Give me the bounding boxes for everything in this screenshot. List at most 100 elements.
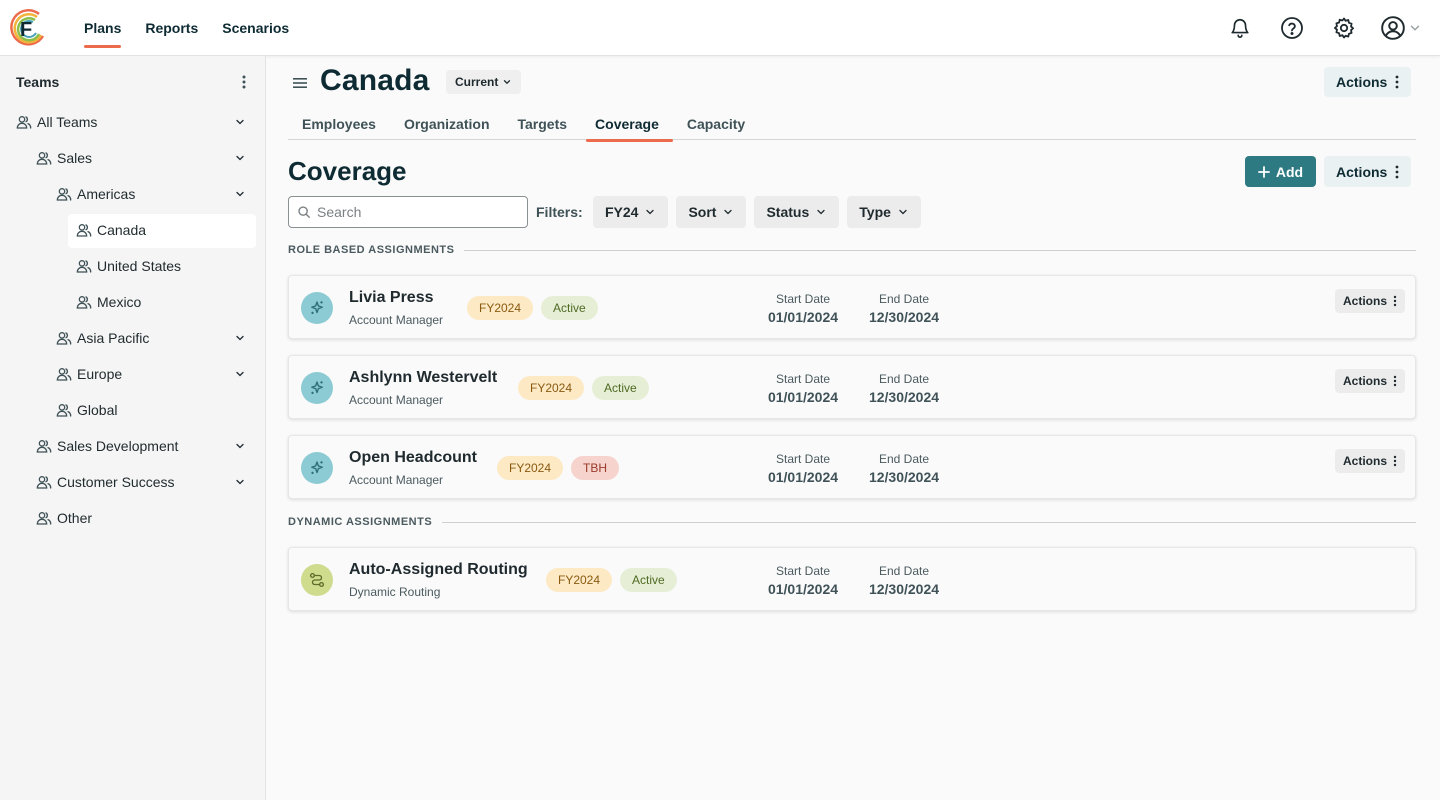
- top-navigation: Plans Reports Scenarios: [84, 0, 289, 56]
- start-date-value: 01/01/2024: [767, 389, 839, 405]
- sidebar-item-all-teams[interactable]: All Teams: [0, 104, 266, 140]
- tab-targets[interactable]: Targets: [517, 116, 568, 132]
- chevron-down-icon[interactable]: [232, 330, 248, 346]
- chevron-down-icon[interactable]: [232, 186, 248, 202]
- user-menu[interactable]: [1380, 15, 1422, 41]
- sparkle-icon: [301, 372, 333, 404]
- nav-plans[interactable]: Plans: [84, 0, 122, 56]
- end-date-value: 12/30/2024: [868, 469, 940, 485]
- team-icon: [56, 402, 72, 418]
- start-date: Start Date 01/01/2024: [753, 564, 853, 597]
- tab-organization[interactable]: Organization: [403, 116, 490, 132]
- sidebar-item-sales[interactable]: Sales: [0, 140, 266, 176]
- status-badge: Active: [592, 376, 649, 400]
- tab-coverage[interactable]: Coverage: [581, 108, 673, 142]
- chevron-down-icon: [722, 206, 734, 218]
- filter-type-button[interactable]: Type: [847, 196, 921, 228]
- nav-reports[interactable]: Reports: [145, 20, 199, 36]
- nav-scenarios[interactable]: Scenarios: [222, 20, 290, 36]
- assignment-card[interactable]: Auto-Assigned Routing Dynamic Routing FY20…: [288, 547, 1416, 611]
- coverage-actions-label: Actions: [1336, 163, 1388, 180]
- start-date: Start Date 01/01/2024: [753, 452, 853, 485]
- assignment-card[interactable]: Livia Press Account Manager FY2024 Active St…: [288, 275, 1416, 339]
- kebab-icon: [1393, 295, 1397, 307]
- status-badge: Active: [620, 568, 677, 592]
- assignment-name: Auto-Assigned Routing: [349, 561, 528, 578]
- search-input[interactable]: [317, 204, 517, 220]
- sidebar-item-label: All Teams: [37, 114, 98, 130]
- status-badge: FY2024: [546, 568, 613, 592]
- chevron-down-icon[interactable]: [232, 114, 248, 130]
- group-label-role-based-assignments: ROLE BASED ASSIGNMENTS: [288, 244, 1416, 256]
- sidebar-item-label: Global: [77, 402, 118, 418]
- team-icon: [76, 222, 92, 238]
- sidebar-item-label: Customer Success: [57, 474, 175, 490]
- chevron-down-icon[interactable]: [232, 366, 248, 382]
- sidebar-item-label: United States: [97, 258, 182, 274]
- gear-icon[interactable]: [1328, 12, 1360, 44]
- main-content: Canada Current Actions Employees Organiza…: [266, 56, 1440, 800]
- add-button[interactable]: Add: [1245, 156, 1316, 187]
- sidebar-item-label: Europe: [77, 366, 123, 382]
- sidebar-item-label: Other: [57, 510, 93, 526]
- page-actions-button[interactable]: Actions: [1324, 67, 1412, 97]
- sidebar-item-asia-pacific[interactable]: Asia Pacific: [0, 320, 266, 356]
- end-date: End Date 12/30/2024: [854, 372, 954, 405]
- chevron-down-icon[interactable]: [1408, 21, 1422, 35]
- version-dropdown[interactable]: Current: [446, 70, 522, 94]
- tab-employees[interactable]: Employees: [302, 116, 376, 132]
- card-actions-label: Actions: [1342, 294, 1387, 308]
- chevron-down-icon: [504, 80, 511, 85]
- filter-sort-button[interactable]: Sort: [676, 196, 747, 228]
- sidebar-item-global[interactable]: Global: [0, 392, 266, 428]
- search-box[interactable]: [288, 196, 528, 228]
- end-date: End Date 12/30/2024: [854, 564, 954, 597]
- help-icon[interactable]: [1276, 12, 1308, 44]
- group-label-dynamic-assignments: DYNAMIC ASSIGNMENTS: [288, 516, 1416, 528]
- card-actions-button[interactable]: Actions: [1334, 449, 1405, 473]
- sidebar-item-mexico[interactable]: Mexico: [0, 284, 266, 320]
- card-actions-button[interactable]: Actions: [1334, 369, 1405, 393]
- end-date-label: End Date: [878, 452, 930, 466]
- assignment-name: Livia Press: [349, 289, 434, 306]
- filter-label: Type: [859, 204, 891, 220]
- sidebar-item-label: Sales: [57, 150, 93, 166]
- sidebar-item-other[interactable]: Other: [0, 500, 266, 536]
- sidebar-item-united-states[interactable]: United States: [0, 248, 266, 284]
- assignment-name: Ashlynn Westervelt: [349, 369, 498, 386]
- app-logo[interactable]: F: [9, 8, 47, 48]
- tab-capacity[interactable]: Capacity: [686, 116, 746, 132]
- chevron-down-icon[interactable]: [232, 438, 248, 454]
- sidebar-item-americas[interactable]: Americas: [0, 176, 266, 212]
- filter-fy24-button[interactable]: FY24: [593, 196, 669, 228]
- menu-toggle-icon[interactable]: [292, 76, 308, 90]
- status-badge: TBH: [571, 456, 620, 480]
- filter-label: FY24: [605, 204, 639, 220]
- assignment-card[interactable]: Open Headcount Account Manager FY2024 TBH St…: [288, 435, 1416, 499]
- sidebar-item-europe[interactable]: Europe: [0, 356, 266, 392]
- chevron-down-icon[interactable]: [232, 474, 248, 490]
- sidebar-menu-icon[interactable]: [236, 74, 252, 90]
- sidebar-item-canada[interactable]: Canada: [0, 212, 266, 248]
- coverage-actions-button[interactable]: Actions: [1324, 156, 1412, 187]
- status-badge: Active: [541, 296, 598, 320]
- filter-label: Status: [766, 204, 810, 220]
- top-icons: [1224, 12, 1422, 44]
- sidebar-item-label: Canada: [97, 222, 147, 238]
- chevron-down-icon: [815, 206, 827, 218]
- filter-status-button[interactable]: Status: [754, 196, 840, 228]
- bell-icon[interactable]: [1224, 12, 1256, 44]
- card-actions-button[interactable]: Actions: [1334, 289, 1405, 313]
- chevron-down-icon: [897, 206, 909, 218]
- sidebar-item-customer-success[interactable]: Customer Success: [0, 464, 266, 500]
- chevron-down-icon[interactable]: [232, 150, 248, 166]
- assignment-name: Open Headcount: [349, 449, 478, 466]
- add-label: Add: [1275, 163, 1304, 180]
- user-avatar-icon[interactable]: [1380, 15, 1406, 41]
- status-badge: FY2024: [467, 296, 534, 320]
- sidebar-item-label: Americas: [77, 186, 136, 202]
- assignment-card[interactable]: Ashlynn Westervelt Account Manager FY2024 A…: [288, 355, 1416, 419]
- page-actions-label: Actions: [1336, 74, 1388, 90]
- sidebar-item-sales-development[interactable]: Sales Development: [0, 428, 266, 464]
- assignment-role: Account Manager: [349, 473, 444, 487]
